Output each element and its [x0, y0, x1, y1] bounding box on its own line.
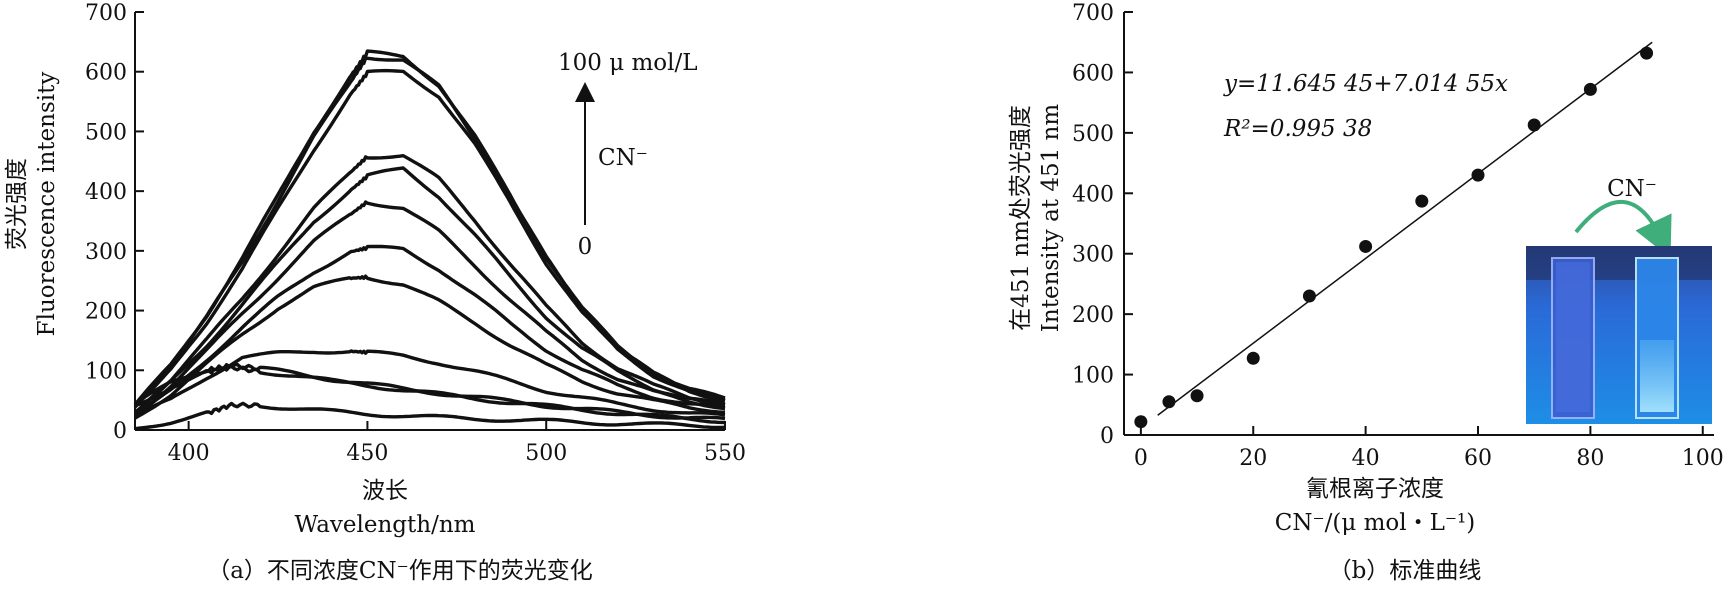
panel-b-xtick-label: 20: [1239, 446, 1267, 471]
panel-b-xlabel-cn: 氰根离子浓度: [1306, 476, 1444, 502]
panel-a-xtick-label: 450: [346, 441, 388, 466]
panel-a-xlabel-cn: 波长: [362, 478, 408, 504]
panel-a-xtick-label: 500: [525, 441, 567, 466]
panel-a-annotation-top: 100 μ mol/L: [558, 50, 698, 76]
panel-a-ylabel-en: Fluorescence intensity: [34, 72, 60, 337]
panel-b-xtick-label: 60: [1464, 446, 1492, 471]
data-point: [1415, 194, 1429, 208]
spectrum-curve: [133, 68, 726, 409]
data-point: [1583, 82, 1597, 96]
panel-a-xtick-label: 400: [168, 441, 210, 466]
data-point: [1471, 168, 1485, 182]
panel-a-ytick-label: 200: [85, 300, 127, 325]
panel-b-standard-curve: 0 100 200 300 400 500 600 700 0 20 40 60 80 100 在451 …: [1008, 1, 1724, 584]
panel-b-points: [1134, 46, 1654, 429]
panel-a-ticks: 0 100 200 300 400 500 600 700 400 450 500 550: [85, 1, 746, 466]
panel-b-ylabel-cn: 在451 nm处荧光强度: [1008, 105, 1034, 331]
panel-a-annotation-mid: CN⁻: [598, 145, 648, 171]
panel-b-ytick-label: 600: [1072, 61, 1114, 86]
panel-a-xlabel-en: Wavelength/nm: [295, 512, 476, 538]
panel-b-ytick-label: 100: [1072, 364, 1114, 389]
cuvette-photo-inset: CN⁻: [1526, 176, 1712, 424]
panel-a-ytick-label: 0: [113, 419, 127, 444]
panel-b-xtick-label: 40: [1352, 446, 1380, 471]
spectrum-curve: [134, 154, 726, 414]
panel-b-ticks: 0 100 200 300 400 500 600 700 0 20 40 60 80 100: [1072, 1, 1724, 471]
panel-b-ytick-label: 500: [1072, 122, 1114, 147]
data-point: [1527, 118, 1541, 132]
panel-b-axes: [1123, 12, 1714, 436]
data-point: [1134, 415, 1148, 429]
regression-line: [1157, 41, 1653, 416]
panel-a-annotation-bottom: 0: [578, 234, 593, 260]
data-point: [1640, 46, 1654, 60]
panel-b-ytick-label: 700: [1072, 1, 1114, 26]
panel-a-ytick-label: 600: [85, 61, 127, 86]
panel-a-curves: [133, 49, 726, 431]
spectrum-curve: [133, 166, 726, 415]
data-point: [1190, 389, 1204, 403]
data-point: [1359, 239, 1373, 253]
spectrum-curve: [133, 56, 726, 408]
panel-b-ytick-label: 300: [1072, 243, 1114, 268]
panel-a-ytick-label: 500: [85, 120, 127, 145]
inset-label: CN⁻: [1607, 176, 1657, 202]
panel-b-ylabel-en: Intensity at 451 nm: [1038, 104, 1064, 333]
data-point: [1246, 351, 1260, 365]
panel-a-ylabel-cn: 荧光强度: [4, 158, 30, 250]
panel-a-ytick-label: 700: [85, 1, 127, 26]
spectrum-curve: [134, 401, 726, 431]
panel-b-ytick-label: 400: [1072, 182, 1114, 207]
panel-b-ytick-label: 200: [1072, 303, 1114, 328]
panel-b-caption: （b）标准曲线: [1329, 558, 1482, 584]
panel-b-ytick-label: 0: [1100, 424, 1114, 449]
panel-b-xtick-label: 0: [1134, 446, 1148, 471]
panel-a-xtick-label: 550: [704, 441, 746, 466]
panel-b-r-squared: R²=0.995 38: [1223, 116, 1372, 142]
spectrum-curve: [134, 274, 726, 420]
panel-b-xtick-label: 100: [1682, 446, 1724, 471]
data-point: [1162, 395, 1176, 409]
panel-a-ytick-label: 400: [85, 180, 127, 205]
panel-b-xlabel-en: CN⁻/(μ mol・L⁻¹): [1275, 510, 1475, 536]
inset-curved-arrow: [1574, 200, 1672, 259]
data-point: [1302, 289, 1316, 303]
spectrum-curve: [134, 200, 726, 417]
panel-b-fit-line: [1157, 41, 1653, 416]
panel-a-caption: （a）不同浓度CN⁻作用下的荧光变化: [207, 558, 593, 584]
spectrum-curve: [134, 349, 726, 418]
spectrum-curve: [133, 49, 726, 406]
panel-b-xtick-label: 80: [1576, 446, 1604, 471]
spectrum-curve: [133, 244, 726, 419]
panel-b-equation: y=11.645 45+7.014 55x: [1223, 71, 1508, 97]
panel-a-ytick-label: 100: [85, 359, 127, 384]
panel-a-ytick-label: 300: [85, 240, 127, 265]
